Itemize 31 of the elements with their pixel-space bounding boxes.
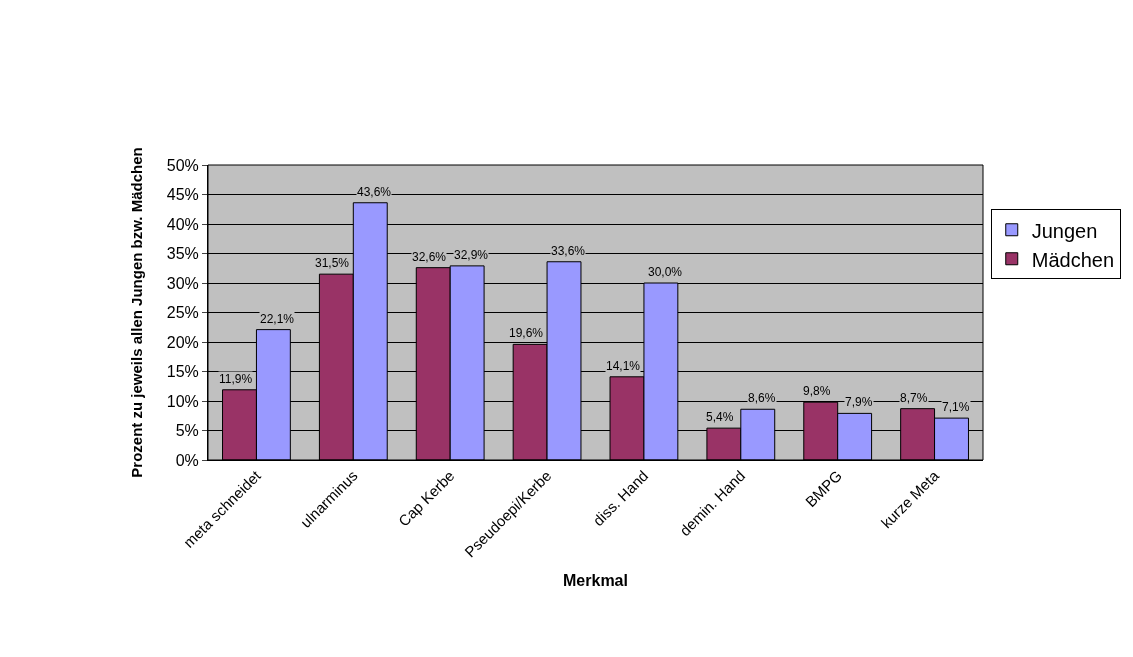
data-label: 8,6%	[748, 391, 776, 405]
data-label: 8,7%	[900, 391, 928, 405]
data-label: 14,1%	[606, 359, 641, 373]
y-tick-label: 45%	[166, 186, 199, 204]
y-tick-label: 10%	[166, 392, 199, 410]
y-tick-label: 30%	[166, 274, 199, 292]
legend-label: Jungen	[1031, 219, 1098, 242]
data-label: 9,8%	[803, 384, 831, 398]
data-label: 31,5%	[315, 256, 350, 270]
data-label: 32,6%	[412, 250, 447, 264]
y-axis-title: Prozent zu jeweils allen Jungen bzw. Mädchen	[128, 147, 146, 478]
data-label: 7,9%	[845, 395, 873, 409]
y-tick-label: 35%	[166, 245, 199, 263]
y-tick-label: 40%	[166, 215, 199, 233]
data-label: 32,9%	[454, 248, 489, 262]
y-tick-label: 25%	[166, 304, 199, 322]
y-tick-label: 20%	[166, 333, 199, 351]
data-label: 30,0%	[648, 265, 683, 279]
data-label: 22,1%	[260, 312, 295, 326]
data-label: 11,9%	[219, 372, 253, 386]
data-label: 5,4%	[706, 410, 734, 424]
data-label: 7,1%	[942, 400, 970, 414]
x-axis-title: Merkmal	[563, 572, 628, 590]
y-tick-label: 0%	[175, 451, 199, 469]
data-label: 19,6%	[509, 326, 544, 340]
data-label: 43,6%	[357, 185, 392, 199]
legend-label: Mädchen	[1031, 248, 1115, 271]
data-label: 33,6%	[551, 244, 586, 258]
y-tick-label: 15%	[166, 363, 199, 381]
y-tick-label: 5%	[175, 422, 199, 440]
y-tick-label: 50%	[166, 156, 199, 174]
